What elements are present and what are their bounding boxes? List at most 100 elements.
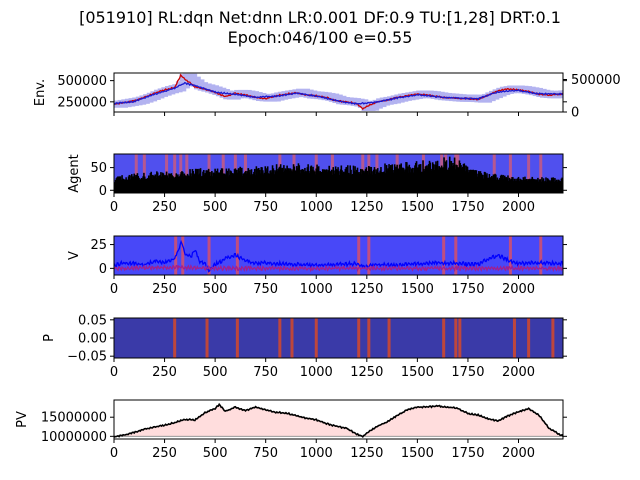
agent-xtick-label: 2000	[502, 200, 535, 215]
agent-bar	[488, 174, 491, 193]
agent-bar	[307, 164, 309, 193]
agent-bar	[259, 173, 262, 193]
p-xtick-label: 250	[152, 365, 177, 380]
agent-bar	[414, 162, 417, 193]
pv-xtick-label: 1000	[300, 446, 333, 461]
agent-bar	[256, 168, 258, 193]
agent-bar	[180, 172, 182, 193]
agent-bar	[406, 166, 409, 193]
agent-bar	[449, 166, 452, 193]
agent-bar	[435, 161, 437, 193]
agent-bar	[151, 179, 153, 193]
agent-bar	[470, 170, 473, 193]
agent-bar	[152, 174, 154, 193]
agent-bar	[334, 166, 337, 193]
agent-bar	[433, 169, 436, 193]
agent-bar	[118, 177, 120, 193]
agent-bar	[528, 179, 530, 193]
agent-bar	[328, 165, 330, 193]
agent-bar	[407, 172, 410, 193]
agent-bar	[514, 180, 517, 193]
agent-bar	[154, 174, 157, 193]
v-ytick-label: 25	[90, 238, 107, 253]
agent-bar	[524, 179, 527, 193]
agent-bar	[405, 162, 407, 193]
agent-bar	[245, 170, 247, 193]
agent-bar	[403, 171, 406, 193]
agent-bar	[316, 164, 318, 193]
agent-bar	[353, 170, 356, 193]
agent-bar	[493, 174, 496, 193]
agent-stripe	[508, 154, 512, 193]
agent-bar	[322, 171, 325, 193]
env-range-bar	[561, 90, 563, 98]
agent-bar	[207, 168, 210, 193]
agent-bar	[242, 173, 245, 193]
agent-bar	[486, 173, 488, 193]
agent-bar	[173, 177, 175, 193]
agent-bar	[376, 171, 378, 193]
agent-bar	[438, 166, 441, 193]
agent-bar	[397, 168, 399, 193]
agent-bar	[533, 179, 535, 193]
agent-bar	[396, 164, 398, 193]
env-ytick-label: 250000	[57, 95, 107, 110]
p-stripe	[367, 318, 371, 358]
p-ytick-label: 0.00	[78, 332, 107, 347]
agent-bar	[309, 166, 312, 193]
agent-bar	[290, 171, 292, 193]
agent-bar	[317, 166, 320, 193]
agent-bar	[430, 170, 432, 193]
agent-bar	[522, 177, 525, 193]
agent-xtick-label: 750	[253, 200, 278, 215]
agent-bar	[215, 173, 217, 193]
agent-bar	[270, 170, 272, 193]
agent-bar	[462, 164, 465, 193]
v-xtick-label: 250	[152, 282, 177, 297]
agent-bar	[224, 173, 226, 193]
agent-bar	[529, 179, 532, 193]
v-series-line	[114, 263, 563, 273]
agent-bar	[212, 172, 215, 193]
agent-bar	[261, 167, 263, 193]
agent-ytick-label: 50	[90, 161, 107, 176]
agent-bar	[389, 166, 391, 193]
agent-bar	[362, 170, 364, 193]
agent-bar	[173, 177, 176, 193]
agent-bar	[495, 179, 498, 193]
p-stripe	[512, 318, 516, 358]
agent-bar	[552, 177, 555, 193]
agent-bar	[311, 169, 313, 193]
agent-bar	[228, 175, 231, 193]
agent-bar	[301, 169, 304, 193]
agent-bar	[547, 179, 550, 193]
pv-series-line	[114, 402, 563, 438]
agent-bar	[190, 176, 193, 193]
agent-bar	[258, 168, 260, 193]
p-xtick-label: 1750	[451, 365, 484, 380]
agent-bar	[209, 175, 212, 193]
agent-bar	[245, 173, 248, 193]
agent-bar	[509, 180, 512, 193]
agent-bar	[451, 166, 453, 193]
agent-bar	[252, 173, 254, 193]
agent-bar	[423, 170, 426, 193]
agent-bar	[489, 177, 491, 193]
agent-bar	[304, 171, 307, 193]
agent-bar	[358, 172, 360, 193]
agent-bar	[414, 165, 416, 193]
agent-bar	[480, 173, 483, 193]
agent-bar	[525, 179, 528, 193]
agent-bar	[298, 165, 301, 193]
agent-bar	[515, 178, 517, 193]
agent-bar	[188, 176, 191, 193]
pv-xtick-label: 1500	[401, 446, 434, 461]
agent-bar	[387, 168, 390, 193]
agent-bar	[201, 175, 203, 193]
agent-bar	[516, 178, 519, 193]
agent-bar	[342, 173, 344, 193]
agent-bar	[191, 169, 194, 193]
agent-bar	[404, 169, 407, 193]
agent-bar	[313, 170, 315, 193]
agent-bar	[186, 173, 189, 193]
